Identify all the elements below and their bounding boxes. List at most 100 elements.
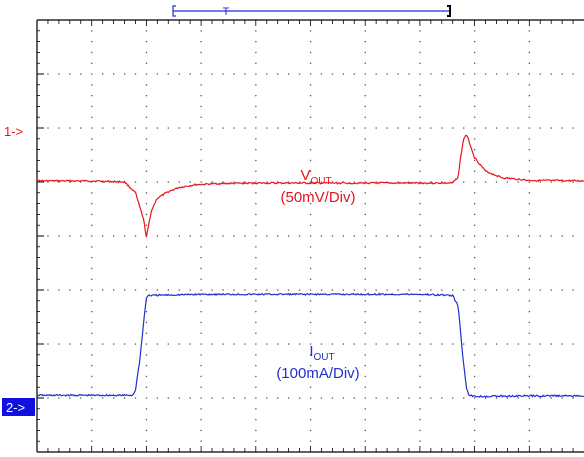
grid-dot (298, 127, 301, 129)
grid-dot (255, 343, 257, 345)
grid-dot (463, 181, 465, 183)
grid-dot (134, 181, 137, 183)
grid-dot (200, 30, 202, 32)
grid-dot (375, 127, 377, 129)
grid-dot (200, 159, 202, 162)
grid-dot (506, 289, 509, 291)
grid-dot (528, 246, 530, 248)
grid-dot (80, 289, 82, 291)
grid-dot (200, 332, 202, 334)
grid-dot (189, 73, 191, 75)
grid-dot (572, 235, 574, 237)
grid-dot (80, 235, 82, 237)
grid-dot (222, 343, 224, 345)
grid-dot (47, 397, 49, 399)
grid-dot (364, 138, 366, 140)
grid-dot (484, 181, 487, 183)
grid-dot (255, 397, 257, 399)
grid-dot (134, 73, 137, 75)
grid-dot (200, 95, 202, 97)
grid-dot (419, 73, 421, 75)
grid-dot (156, 181, 159, 183)
grid-dot (91, 51, 93, 54)
grid-dot (91, 62, 93, 64)
grid-dot (342, 397, 345, 399)
grid-dot (430, 181, 432, 183)
grid-dot (353, 343, 355, 345)
grid-dot (474, 246, 476, 248)
grid-dot (200, 354, 202, 356)
grid-dot (200, 246, 202, 248)
grid-dot (441, 397, 443, 399)
grid-dot (200, 440, 202, 442)
grid-dot (430, 73, 432, 75)
trigger-bar-left-bracket (172, 5, 176, 17)
grid-dot (474, 62, 476, 64)
grid-dot (408, 73, 410, 75)
grid-dot (255, 321, 257, 324)
grid-dot (91, 397, 93, 399)
grid-dot (528, 440, 530, 442)
grid-dot (463, 397, 465, 399)
grid-dot (58, 235, 60, 237)
grid-dot (309, 267, 312, 270)
grid-dot (298, 397, 301, 399)
grid-dot (419, 321, 421, 324)
grid-dot (364, 41, 366, 43)
grid-dot (474, 300, 476, 302)
grid-dot (364, 127, 366, 129)
grid-dot (200, 73, 202, 75)
grid-dot (495, 127, 498, 129)
grid-dot (91, 408, 93, 410)
grid-dot (474, 235, 476, 237)
grid-dot (506, 181, 509, 183)
grid-dot (342, 235, 345, 237)
grid-dot (91, 235, 93, 237)
grid-dot (255, 51, 257, 54)
grid-dot (80, 397, 82, 399)
grid-dot (156, 235, 159, 237)
grid-dot (419, 170, 421, 172)
grid-dot (91, 300, 93, 302)
grid-dot (474, 181, 476, 183)
grid-dot (419, 289, 421, 291)
grid-dot (309, 170, 312, 172)
grid-dot (200, 51, 202, 54)
grid-dot (145, 332, 148, 334)
grid-dot (495, 235, 498, 237)
grid-dot (386, 343, 388, 345)
grid-dot (91, 354, 93, 356)
grid-dot (408, 289, 410, 291)
grid-dot (102, 127, 104, 129)
grid-dot (364, 429, 366, 432)
grid-dot (189, 397, 191, 399)
grid-dot (200, 203, 202, 205)
grid-dot (309, 73, 312, 75)
grid-dot (145, 213, 148, 216)
grid-dot (80, 181, 82, 183)
grid-dot (266, 235, 268, 237)
grid-dot (91, 246, 93, 248)
grid-dot (331, 73, 334, 75)
grid-dot (484, 343, 487, 345)
grid-dot (309, 105, 312, 108)
grid-dot (528, 257, 530, 259)
grid-dot (58, 73, 60, 75)
grid-dot (474, 397, 476, 399)
grid-dot (91, 73, 93, 75)
grid-dot (386, 235, 388, 237)
grid-dot (58, 127, 60, 129)
grid-dot (364, 51, 366, 54)
vout-label-sub: OUT (310, 176, 331, 187)
grid-dot (255, 203, 257, 205)
grid-dot (178, 397, 180, 399)
grid-dot (277, 289, 279, 291)
grid-dot (320, 397, 323, 399)
grid-dot (91, 365, 93, 367)
grid-dot (539, 235, 541, 237)
grid-dot (178, 343, 180, 345)
grid-dot (309, 300, 312, 302)
grid-dot (277, 343, 279, 345)
grid-dot (244, 343, 246, 345)
grid-dot (397, 235, 399, 237)
